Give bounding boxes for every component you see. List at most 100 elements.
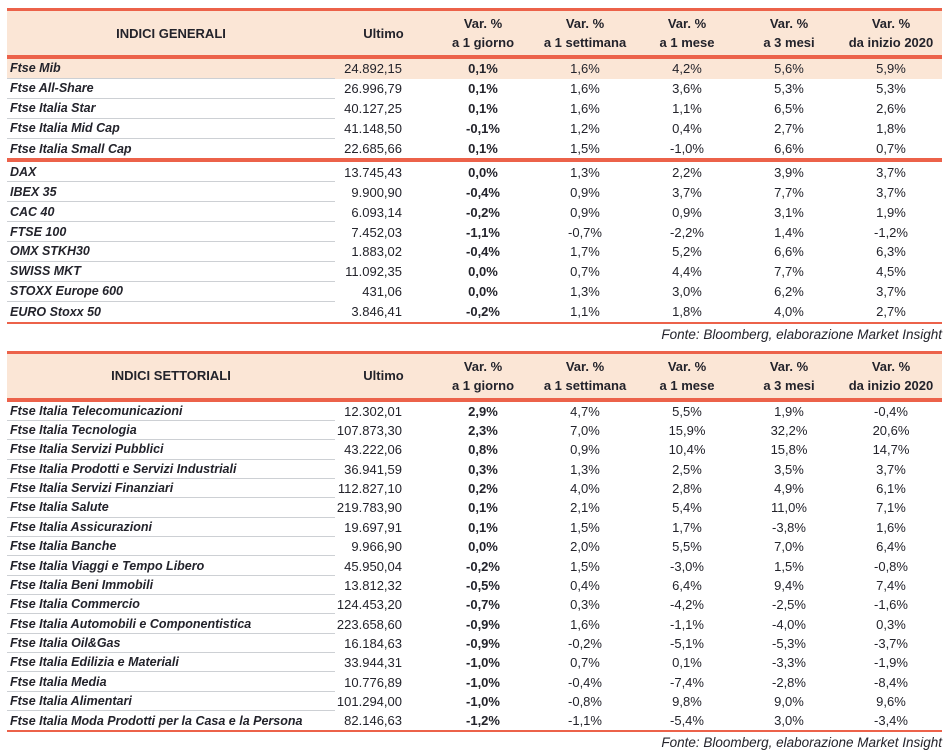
index-name: Ftse Italia Oil&Gas bbox=[7, 634, 335, 654]
var-value: 6,6% bbox=[774, 244, 804, 260]
var-value: -1,1% bbox=[670, 616, 704, 632]
var-value: 7,7% bbox=[774, 184, 804, 200]
var-value: -7,4% bbox=[670, 674, 704, 690]
table-row: STOXX Europe 600 431,06 0,0% 1,3% 3,0% 6,2% 3,… bbox=[7, 282, 942, 302]
var-value: 15,8% bbox=[770, 442, 808, 458]
var-value: 4,7% bbox=[570, 403, 600, 419]
var-value: 3,0% bbox=[774, 713, 804, 729]
ultimo-value: 7.452,03 bbox=[351, 224, 402, 240]
table-row: DAX 13.745,43 0,0% 1,3% 2,2% 3,9% 3,7% bbox=[7, 162, 942, 183]
var-value: -0,1% bbox=[466, 121, 500, 137]
var-value: -0,8% bbox=[568, 693, 602, 709]
var-value: 5,3% bbox=[876, 81, 906, 97]
var-value: 0,7% bbox=[570, 264, 600, 280]
var-value: -1,2% bbox=[874, 224, 908, 240]
table-row: Ftse Italia Servizi Pubblici 43.222,06 0,8… bbox=[7, 440, 942, 460]
table-bottom-border bbox=[7, 321, 942, 324]
var-value: 2,8% bbox=[672, 481, 702, 497]
var-value: 4,0% bbox=[570, 481, 600, 497]
var-value: -1,2% bbox=[466, 713, 500, 729]
column-header-var-1-mese: Var. % a 1 mese bbox=[636, 354, 738, 398]
table-row: Ftse Italia Telecomunicazioni 12.302,01 2,… bbox=[7, 402, 942, 421]
ultimo-value: 13.745,43 bbox=[344, 164, 402, 180]
ultimo-value: 3.846,41 bbox=[351, 304, 402, 320]
var-value: 2,3% bbox=[468, 423, 498, 439]
index-name: Ftse Italia Assicurazioni bbox=[7, 518, 335, 537]
var-value: 1,6% bbox=[570, 61, 600, 77]
var-label: Var. % bbox=[565, 358, 605, 374]
index-name: Ftse All-Share bbox=[7, 79, 335, 99]
var-value: 3,6% bbox=[672, 81, 702, 97]
var-value: -5,4% bbox=[670, 713, 704, 729]
index-name: Ftse Mib bbox=[7, 59, 335, 79]
period-label: a 1 mese bbox=[659, 35, 715, 50]
var-value: 1,5% bbox=[570, 558, 600, 574]
index-name: DAX bbox=[7, 162, 335, 183]
period-label: a 1 giorno bbox=[451, 35, 515, 50]
var-value: -2,8% bbox=[772, 674, 806, 690]
var-value: -1,0% bbox=[466, 693, 500, 709]
var-value: 1,9% bbox=[876, 204, 906, 220]
table-header: INDICI GENERALI Ultimo Var. % a 1 giorno… bbox=[7, 11, 942, 55]
ultimo-value: 82.146,63 bbox=[344, 713, 402, 729]
var-value: 5,5% bbox=[672, 539, 702, 555]
index-name: Ftse Italia Small Cap bbox=[10, 141, 132, 156]
var-value: -0,4% bbox=[466, 184, 500, 200]
var-value: -3,3% bbox=[772, 655, 806, 671]
index-name: EURO Stoxx 50 bbox=[10, 304, 102, 319]
column-header-var-3-mesi: Var. % a 3 mesi bbox=[738, 354, 840, 398]
var-value: 1,6% bbox=[876, 519, 906, 535]
ultimo-value: 40.127,25 bbox=[344, 101, 402, 117]
var-value: 5,4% bbox=[672, 500, 702, 516]
var-value: -1,1% bbox=[466, 224, 500, 240]
var-value: -0,7% bbox=[568, 224, 602, 240]
ultimo-value: 112.827,10 bbox=[337, 481, 402, 497]
var-value: 1,7% bbox=[672, 519, 702, 535]
var-value: 14,7% bbox=[872, 442, 910, 458]
column-header-var-inizio-2020: Var. % da inizio 2020 bbox=[840, 354, 942, 398]
var-value: 1,6% bbox=[570, 616, 600, 632]
var-value: -5,3% bbox=[772, 635, 806, 651]
var-value: -0,2% bbox=[466, 304, 500, 320]
var-value: -0,4% bbox=[568, 674, 602, 690]
ultimo-value: 13.812,32 bbox=[344, 577, 402, 593]
var-value: 2,6% bbox=[876, 101, 906, 117]
period-label: a 1 giorno bbox=[451, 377, 515, 393]
column-header-var-inizio-2020: Var. % da inizio 2020 bbox=[840, 11, 942, 55]
index-name: STOXX Europe 600 bbox=[7, 282, 335, 302]
var-label: Var. % bbox=[871, 358, 911, 374]
index-name: Ftse Italia Edilizia e Materiali bbox=[7, 653, 335, 673]
var-value: -1,9% bbox=[874, 655, 908, 671]
indici-settoriali-table: INDICI SETTORIALI Ultimo Var. % a 1 gior… bbox=[7, 350, 942, 750]
header-separator bbox=[7, 397, 942, 402]
table-row: Ftse Italia Commercio 124.453,20 -0,7% 0,3%… bbox=[7, 595, 942, 615]
column-header-var-3-mesi: Var. % a 3 mesi bbox=[738, 11, 840, 55]
var-value: 6,1% bbox=[876, 481, 906, 497]
period-label: a 1 settimana bbox=[543, 377, 627, 393]
var-value: 3,1% bbox=[774, 204, 804, 220]
ultimo-value: 9.966,90 bbox=[351, 539, 402, 555]
var-value: 3,5% bbox=[774, 461, 804, 477]
ultimo-value: 33.944,31 bbox=[344, 655, 402, 671]
ultimo-value: 43.222,06 bbox=[344, 442, 402, 458]
var-value: -1,0% bbox=[466, 674, 500, 690]
period-label: a 1 mese bbox=[659, 377, 715, 393]
index-name: IBEX 35 bbox=[7, 182, 335, 203]
table-body: Ftse Italia Telecomunicazioni 12.302,01 2,… bbox=[7, 402, 942, 731]
var-value: 4,2% bbox=[672, 61, 702, 77]
table-title: INDICI GENERALI bbox=[116, 25, 226, 41]
var-value: 0,1% bbox=[468, 61, 498, 77]
var-value: 1,1% bbox=[672, 101, 702, 117]
ultimo-value: 10.776,89 bbox=[344, 674, 402, 690]
var-value: 0,1% bbox=[672, 655, 702, 671]
indici-generali-table: INDICI GENERALI Ultimo Var. % a 1 giorno… bbox=[7, 8, 942, 342]
var-value: 0,3% bbox=[570, 597, 600, 613]
var-value: 4,5% bbox=[876, 264, 906, 280]
index-name: Ftse Italia Moda Prodotti per la Casa e … bbox=[10, 713, 303, 728]
table-bottom-border bbox=[7, 730, 942, 733]
index-name: OMX STKH30 bbox=[7, 242, 335, 262]
ultimo-value: 19.697,91 bbox=[344, 519, 402, 535]
table-row: Ftse All-Share 26.996,79 0,1% 1,6% 3,6% 5,3% 5… bbox=[7, 79, 942, 99]
var-label: Var. % bbox=[463, 16, 503, 31]
table-row: Ftse Italia Servizi Finanziari 112.827,10… bbox=[7, 479, 942, 499]
